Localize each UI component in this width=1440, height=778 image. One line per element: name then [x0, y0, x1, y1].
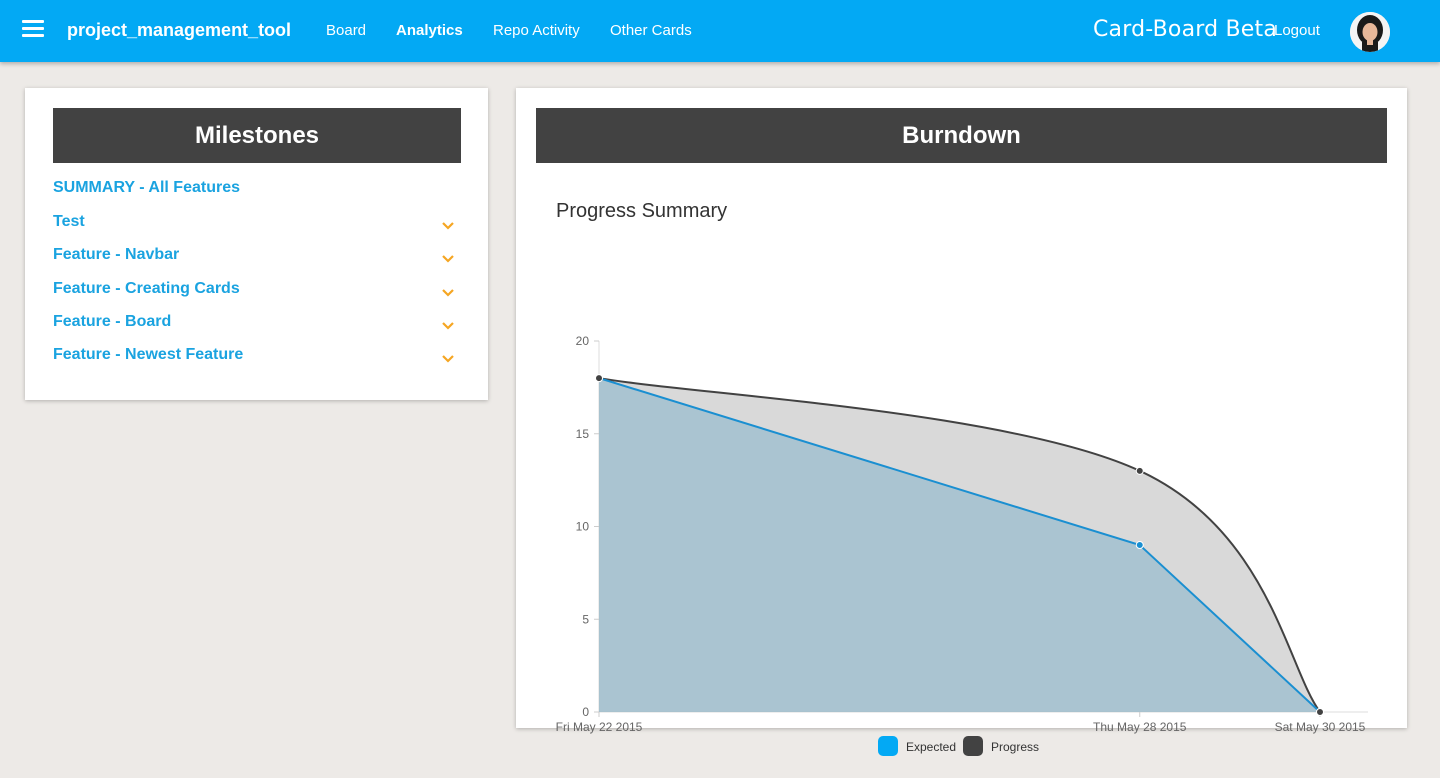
top-navbar: project_management_tool Board Analytics …	[0, 0, 1440, 62]
chevron-down-icon[interactable]	[441, 354, 455, 364]
milestone-navbar[interactable]: Feature - Navbar	[53, 246, 180, 263]
chevron-down-icon[interactable]	[441, 288, 455, 298]
milestone-creating-cards[interactable]: Feature - Creating Cards	[53, 280, 240, 297]
legend-label: Expected	[906, 740, 956, 754]
expected-point	[1135, 541, 1144, 550]
y-tick-label: 15	[576, 427, 590, 441]
y-tick-label: 5	[582, 612, 589, 626]
chevron-down-icon[interactable]	[441, 321, 455, 331]
nav-repo-activity[interactable]: Repo Activity	[493, 22, 580, 39]
chevron-down-icon[interactable]	[441, 221, 455, 231]
x-tick-label: Thu May 28 2015	[1093, 720, 1187, 734]
legend-swatch	[878, 736, 898, 756]
chevron-down-icon[interactable]	[441, 254, 455, 264]
milestones-title: Milestones	[53, 108, 461, 163]
project-name[interactable]: project_management_tool	[67, 20, 292, 40]
y-tick-label: 0	[582, 705, 589, 719]
progress-point	[1316, 708, 1324, 716]
nav-other-cards[interactable]: Other Cards	[610, 22, 692, 39]
logout-link[interactable]: Logout	[1274, 22, 1320, 39]
milestone-board[interactable]: Feature - Board	[53, 313, 172, 330]
expected-area	[599, 378, 1320, 712]
progress-line	[598, 377, 1321, 713]
avatar-picture	[1350, 12, 1390, 52]
burndown-card: Burndown Progress Summary 0 5 10 15 20 Fri Ma…	[516, 88, 1407, 756]
progress-point	[595, 374, 603, 383]
burndown-chart: 0 5 10 15 20 Fri May 22 2015 Thu May 28 2015 Sa…	[556, 334, 1368, 756]
summary-all-features-link[interactable]: SUMMARY - All Features	[53, 179, 240, 196]
legend-swatch	[963, 736, 983, 756]
burndown-title: Burndown	[536, 108, 1387, 163]
x-tick-label: Fri May 22 2015	[556, 720, 643, 734]
chart-title: Progress Summary	[556, 200, 728, 222]
hamburger-menu-icon[interactable]	[22, 20, 44, 40]
nav-analytics[interactable]: Analytics	[396, 22, 463, 39]
progress-point	[1135, 466, 1144, 475]
y-tick-label: 20	[576, 334, 590, 348]
legend-label: Progress	[991, 740, 1039, 754]
app-title: Card-Board Beta	[1093, 17, 1278, 42]
x-tick-label: Sat May 30 2015	[1275, 720, 1366, 734]
y-tick-label: 10	[576, 520, 590, 534]
user-avatar[interactable]	[1350, 12, 1390, 52]
nav-board[interactable]: Board	[326, 22, 367, 39]
milestones-card: Milestones SUMMARY - All Features Test F…	[25, 88, 488, 400]
milestone-test[interactable]: Test	[53, 213, 85, 230]
milestone-newest-feature[interactable]: Feature - Newest Feature	[53, 346, 244, 363]
